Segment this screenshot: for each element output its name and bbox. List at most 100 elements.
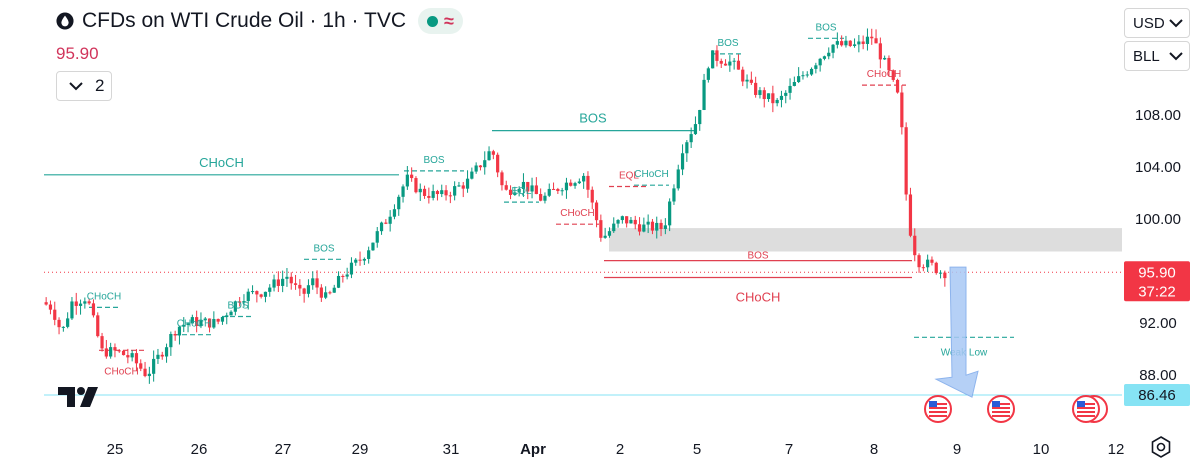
candle-body[interactable] xyxy=(448,195,452,197)
candle-body[interactable] xyxy=(715,50,719,61)
unit-select[interactable]: BLL xyxy=(1124,41,1190,71)
candle-body[interactable] xyxy=(723,63,728,66)
candle-body[interactable] xyxy=(384,222,388,224)
candle-body[interactable] xyxy=(461,185,465,189)
candle-body[interactable] xyxy=(745,79,749,82)
candle-body[interactable] xyxy=(190,317,194,324)
candle-body[interactable] xyxy=(216,318,220,322)
candle-body[interactable] xyxy=(612,223,616,232)
candle-body[interactable] xyxy=(281,278,285,286)
candle-body[interactable] xyxy=(607,231,612,236)
candle-body[interactable] xyxy=(53,309,57,320)
symbol-title[interactable]: CFDs on WTI Crude Oil · 1h · TVC xyxy=(82,9,407,32)
candle-body[interactable] xyxy=(143,368,147,377)
candle-body[interactable] xyxy=(126,355,130,358)
candle-body[interactable] xyxy=(835,41,839,45)
candle-body[interactable] xyxy=(620,216,624,221)
candle-body[interactable] xyxy=(48,304,53,310)
candle-body[interactable] xyxy=(840,41,844,46)
candle-body[interactable] xyxy=(680,153,685,170)
candle-body[interactable] xyxy=(822,56,827,59)
candle-body[interactable] xyxy=(276,279,280,286)
candle-body[interactable] xyxy=(203,318,207,321)
candle-body[interactable] xyxy=(164,347,169,357)
candle-body[interactable] xyxy=(345,274,349,277)
candle-body[interactable] xyxy=(590,189,594,203)
candle-body[interactable] xyxy=(500,172,504,186)
candle-body[interactable] xyxy=(375,231,379,243)
candle-body[interactable] xyxy=(569,182,573,186)
candle-body[interactable] xyxy=(784,92,788,96)
candle-body[interactable] xyxy=(883,57,887,60)
candle-body[interactable] xyxy=(797,76,801,83)
candle-body[interactable] xyxy=(195,317,199,326)
candle-body[interactable] xyxy=(268,287,272,292)
candle-body[interactable] xyxy=(878,43,882,60)
candle-body[interactable] xyxy=(332,287,336,293)
candle-body[interactable] xyxy=(354,259,358,263)
candle-body[interactable] xyxy=(633,219,637,225)
candle-body[interactable] xyxy=(199,320,203,326)
candle-body[interactable] xyxy=(917,255,921,268)
candle-body[interactable] xyxy=(96,315,100,337)
candle-body[interactable] xyxy=(109,347,113,357)
candle-body[interactable] xyxy=(728,61,732,66)
candle-body[interactable] xyxy=(324,292,328,298)
candle-body[interactable] xyxy=(367,250,371,259)
candle-body[interactable] xyxy=(293,283,298,285)
candle-body[interactable] xyxy=(255,291,259,295)
candle-body[interactable] xyxy=(121,350,126,356)
candle-body[interactable] xyxy=(711,50,715,69)
candle-body[interactable] xyxy=(534,185,538,195)
candle-body[interactable] xyxy=(758,90,762,95)
candle-body[interactable] xyxy=(410,174,414,179)
candle-body[interactable] xyxy=(513,192,517,195)
candle-body[interactable] xyxy=(70,301,74,319)
candle-body[interactable] xyxy=(706,68,710,80)
candle-body[interactable] xyxy=(328,292,332,294)
candle-body[interactable] xyxy=(440,190,444,195)
candle-body[interactable] xyxy=(539,194,543,201)
candle-body[interactable] xyxy=(771,93,775,104)
candle-body[interactable] xyxy=(431,191,435,198)
candle-body[interactable] xyxy=(427,195,431,198)
candle-body[interactable] xyxy=(594,202,599,221)
candle-body[interactable] xyxy=(285,276,289,279)
candle-body[interactable] xyxy=(655,222,659,231)
candle-body[interactable] xyxy=(938,272,943,274)
candle-body[interactable] xyxy=(263,291,268,297)
candle-body[interactable] xyxy=(698,109,702,125)
candle-body[interactable] xyxy=(272,279,276,288)
candle-body[interactable] xyxy=(749,79,753,83)
candle-body[interactable] xyxy=(543,195,547,201)
candle-body[interactable] xyxy=(517,188,521,193)
candle-body[interactable] xyxy=(646,221,650,225)
candle-body[interactable] xyxy=(156,354,160,359)
candle-body[interactable] xyxy=(526,181,530,192)
candle-body[interactable] xyxy=(250,291,255,293)
candle-body[interactable] xyxy=(560,190,564,192)
candle-body[interactable] xyxy=(599,220,603,238)
candle-body[interactable] xyxy=(754,82,758,95)
candle-body[interactable] xyxy=(874,38,878,44)
us-flag-icon[interactable] xyxy=(987,395,1015,423)
candle-body[interactable] xyxy=(642,224,646,232)
candle-body[interactable] xyxy=(792,82,796,86)
candle-body[interactable] xyxy=(220,317,225,322)
candle-body[interactable] xyxy=(491,151,495,155)
candle-body[interactable] xyxy=(582,175,586,182)
candle-body[interactable] xyxy=(926,259,930,268)
candle-body[interactable] xyxy=(732,60,736,62)
candle-body[interactable] xyxy=(311,278,315,286)
candle-body[interactable] xyxy=(865,36,870,44)
candle-body[interactable] xyxy=(870,36,874,39)
candle-body[interactable] xyxy=(741,69,745,82)
candle-body[interactable] xyxy=(414,178,418,193)
currency-select[interactable]: USD xyxy=(1124,8,1190,38)
candle-body[interactable] xyxy=(779,95,784,100)
candle-body[interactable] xyxy=(831,44,835,53)
candle-body[interactable] xyxy=(895,79,900,93)
candle-body[interactable] xyxy=(435,191,440,195)
candle-body[interactable] xyxy=(809,68,814,75)
candle-body[interactable] xyxy=(242,301,246,303)
